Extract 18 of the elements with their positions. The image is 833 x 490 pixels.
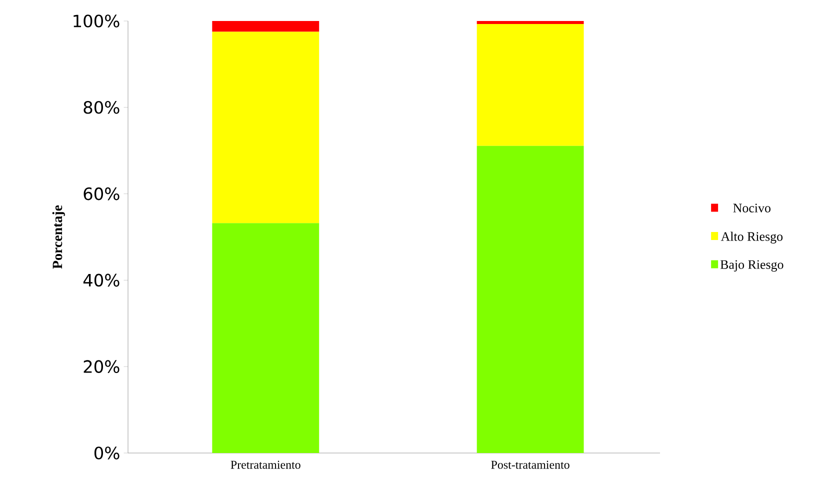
y-tick-label: 0% bbox=[94, 446, 120, 460]
legend-label: Alto Riesgo bbox=[720, 232, 783, 244]
y-tick-label: 40% bbox=[83, 274, 120, 287]
bar bbox=[476, 20, 584, 24]
legend-label: Nocivo bbox=[733, 204, 770, 212]
x-tick-label: Pretratamiento bbox=[230, 460, 300, 469]
bar bbox=[212, 32, 320, 224]
bar bbox=[212, 223, 320, 453]
legend-label: Bajo Riesgo bbox=[720, 260, 784, 272]
x-tick-label: Post-tratamiento bbox=[491, 460, 570, 469]
bar bbox=[476, 146, 584, 453]
bar bbox=[212, 20, 320, 32]
y-axis-title: Porcentaje bbox=[52, 205, 65, 269]
y-tick-label: 100% bbox=[74, 14, 120, 28]
y-tick-label: 80% bbox=[84, 100, 120, 114]
y-tick-label: 20% bbox=[84, 360, 120, 373]
y-tick-label: 60% bbox=[84, 187, 120, 200]
bar bbox=[476, 24, 584, 146]
